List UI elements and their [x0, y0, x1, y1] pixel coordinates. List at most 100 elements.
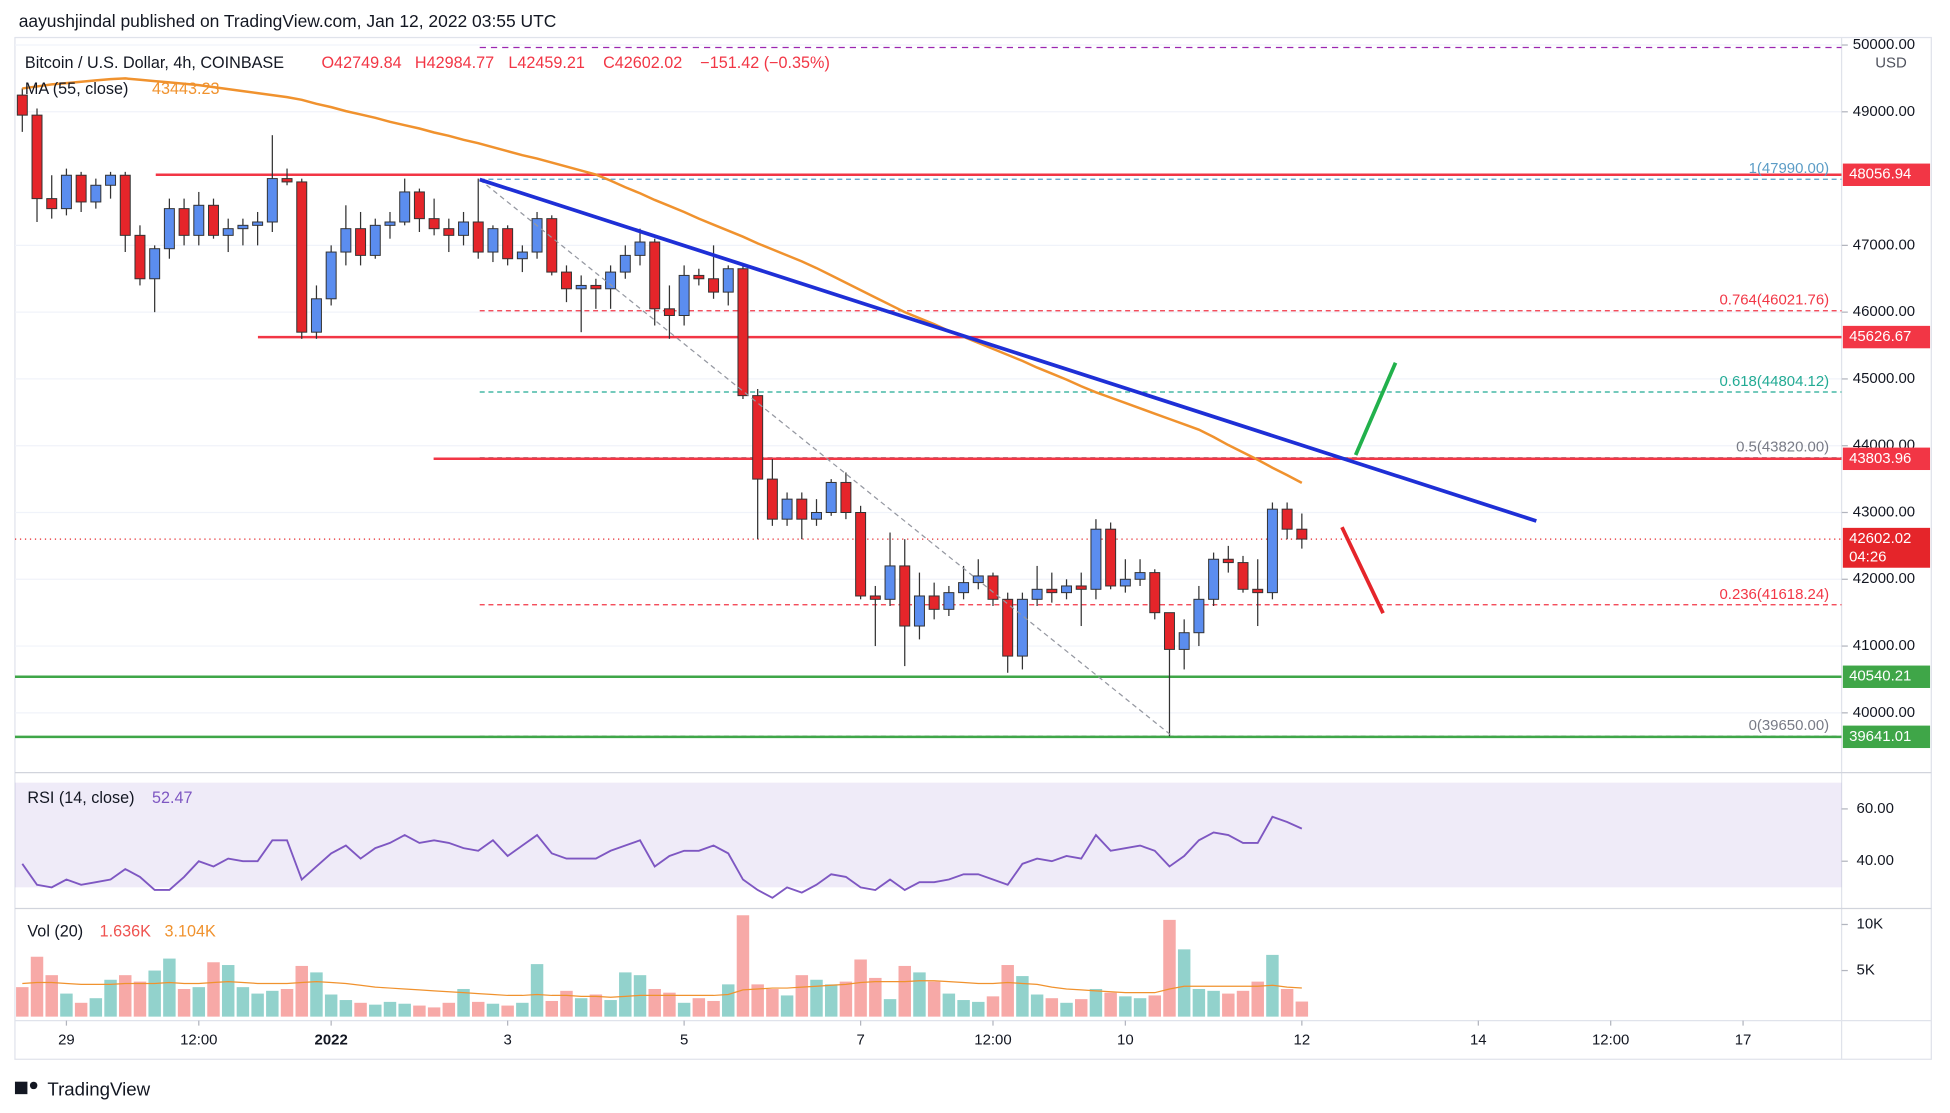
- volume-bar: [16, 987, 29, 1017]
- ohlc-open: O42749.84: [321, 54, 401, 72]
- candle-body: [1252, 588, 1264, 594]
- change: −151.42 (−0.35%): [700, 54, 830, 72]
- volume-bar: [457, 988, 470, 1017]
- candle-body: [178, 208, 190, 236]
- candle-body: [413, 191, 425, 220]
- candle-body: [369, 224, 381, 256]
- ohlc-low: L42459.21: [508, 54, 585, 72]
- candle-body: [384, 221, 396, 226]
- x-tick-label: 3: [503, 1032, 511, 1049]
- volume-bar: [560, 990, 573, 1017]
- candle-body: [1134, 572, 1146, 580]
- candle-body: [590, 284, 602, 290]
- x-tick-label: 14: [1470, 1032, 1487, 1049]
- ohlc-close: C42602.02: [603, 54, 682, 72]
- volume-bar: [324, 994, 338, 1017]
- volume-bar: [663, 992, 676, 1017]
- candle-body: [1208, 558, 1220, 600]
- up-arrow: [1353, 362, 1398, 456]
- volume-bar: [1251, 981, 1264, 1017]
- volume-bar: [1104, 992, 1117, 1017]
- candle-body: [605, 271, 617, 290]
- candle-body: [855, 511, 867, 597]
- volume-bar: [898, 965, 911, 1017]
- candle-body: [972, 575, 984, 584]
- candle-body: [619, 254, 631, 273]
- candle-body: [913, 595, 925, 627]
- rsi-tick-label: 60.00: [1857, 800, 1894, 817]
- volume-bar: [530, 964, 544, 1017]
- volume-bar: [869, 977, 882, 1017]
- volume-bar: [1119, 996, 1132, 1017]
- volume-bar: [60, 993, 73, 1017]
- candle-body: [1090, 528, 1102, 590]
- y-tick-label: 40000.00: [1853, 704, 1915, 721]
- candle-body: [1266, 508, 1278, 594]
- volume-bar: [1075, 999, 1088, 1017]
- volume-bar: [472, 1001, 485, 1017]
- volume-bar: [89, 998, 103, 1017]
- volume-bar: [1236, 990, 1250, 1017]
- volume-bar: [427, 1007, 441, 1017]
- candle-body: [105, 174, 117, 186]
- volume-bar: [972, 1001, 985, 1017]
- current-price-label: 42602.02: [1849, 530, 1911, 547]
- candle-body: [531, 218, 543, 253]
- candle-body: [796, 498, 808, 520]
- candle-body: [134, 234, 146, 280]
- volume-bar: [221, 965, 235, 1017]
- fib-label: 0.236(41618.24): [1719, 586, 1829, 603]
- volume-bar: [1163, 919, 1176, 1017]
- candle-body: [1163, 612, 1175, 650]
- candle-body: [1061, 585, 1073, 594]
- volume-bar: [942, 993, 956, 1017]
- candle-body: [1031, 588, 1043, 600]
- volume-bar: [486, 1003, 500, 1017]
- volume-bar: [383, 1001, 397, 1017]
- candle-body: [119, 174, 131, 236]
- fib-label: 0.618(44804.12): [1719, 373, 1829, 390]
- volume-bar: [1001, 965, 1014, 1017]
- level-price-label: 48056.94: [1849, 166, 1911, 183]
- frame: [14, 36, 1932, 1060]
- volume-bar: [369, 1004, 382, 1017]
- candle-body: [1105, 528, 1117, 587]
- volume-bar: [1207, 990, 1220, 1017]
- volume-bar: [119, 975, 132, 1017]
- candle-body: [1149, 572, 1161, 614]
- volume-bar: [354, 1002, 367, 1017]
- volume-bar: [339, 1000, 353, 1017]
- volume-bar: [45, 975, 58, 1017]
- volume-bar: [104, 979, 117, 1017]
- x-tick-label: 29: [58, 1032, 75, 1049]
- ema-line: [22, 77, 1303, 484]
- candle-body: [487, 228, 499, 253]
- volume-bar: [1133, 998, 1147, 1017]
- volume-title: Vol (20): [27, 922, 83, 940]
- level-price-label: 40540.21: [1849, 668, 1911, 685]
- volume-bar: [751, 984, 764, 1017]
- ema-label: MA (55, close): [25, 80, 128, 98]
- candle-body: [575, 284, 587, 290]
- volume-bar: [1060, 1002, 1073, 1017]
- candle-body: [472, 221, 484, 253]
- volume-bar: [648, 988, 661, 1017]
- candle-body: [958, 582, 970, 594]
- rsi-band: [14, 782, 1842, 888]
- fib-label: 0(39650.00): [1749, 717, 1830, 734]
- volume-bar: [516, 1002, 529, 1017]
- volume-bar: [604, 1000, 617, 1017]
- volume-bar: [824, 984, 838, 1017]
- volume-tick-label: 10K: [1857, 915, 1884, 932]
- volume-bar: [589, 994, 603, 1017]
- volume-bar: [574, 998, 588, 1017]
- candle-body: [222, 228, 234, 236]
- candle-body: [266, 178, 278, 223]
- candle-body: [1281, 508, 1293, 530]
- candle-body: [708, 278, 720, 293]
- candle-body: [1046, 588, 1058, 594]
- level-price-box: [1842, 325, 1931, 349]
- down-arrow: [1340, 526, 1385, 614]
- candle-body: [90, 184, 102, 203]
- candle-body: [722, 268, 734, 293]
